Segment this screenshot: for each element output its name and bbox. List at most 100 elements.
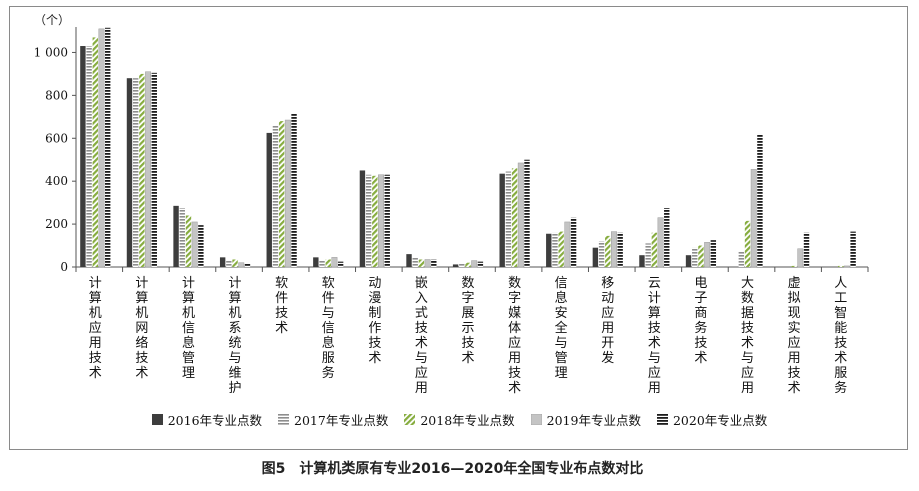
bar-hlines bbox=[319, 260, 325, 267]
x-tick-char: 展 bbox=[461, 306, 474, 321]
x-tick-char: 术 bbox=[135, 366, 148, 381]
x-tick-char: 系 bbox=[229, 321, 242, 336]
x-tick-char: 技 bbox=[788, 366, 801, 381]
bar-hlines bbox=[179, 208, 185, 267]
bar-dashes bbox=[664, 208, 670, 267]
x-tick-char: 据 bbox=[741, 306, 754, 321]
legend-swatch bbox=[530, 414, 542, 425]
x-tick-char: 与 bbox=[648, 351, 661, 366]
bar-light bbox=[611, 231, 617, 268]
x-tick-char: 拟 bbox=[788, 291, 801, 306]
legend-item: 2020年专业点数 bbox=[656, 410, 767, 429]
bar-diag bbox=[185, 215, 192, 267]
bar-dashes bbox=[757, 133, 763, 267]
x-tick-char: 务 bbox=[322, 365, 335, 381]
x-tick-char: 信 bbox=[555, 276, 568, 291]
x-tick-char: 务 bbox=[694, 320, 707, 336]
bar-diag bbox=[465, 262, 471, 267]
x-tick-char: 机 bbox=[182, 306, 195, 321]
x-tick-char: 动 bbox=[368, 276, 381, 291]
x-tick-char: 用 bbox=[508, 351, 521, 366]
bar-light bbox=[517, 162, 524, 268]
x-tick-char: 技 bbox=[648, 321, 661, 336]
bar-diag bbox=[418, 259, 425, 267]
x-tick-char: 术 bbox=[834, 351, 847, 366]
bar-dashes bbox=[337, 261, 344, 267]
x-tick-char: 发 bbox=[601, 350, 614, 366]
x-tick-char: 移 bbox=[601, 276, 614, 291]
x-tick-char: 实 bbox=[788, 321, 801, 336]
x-tick-char: 算 bbox=[89, 291, 102, 306]
bar-dashes bbox=[384, 174, 390, 267]
x-tick-char: 与 bbox=[555, 336, 568, 351]
x-tick-char: 件 bbox=[275, 291, 288, 306]
x-tick-char: 大 bbox=[741, 276, 754, 291]
x-tick-char: 术 bbox=[508, 381, 521, 396]
bar-light bbox=[704, 242, 711, 268]
x-tick-char: 工 bbox=[834, 291, 847, 306]
x-tick-char: 技 bbox=[741, 321, 754, 336]
x-tick-char: 智 bbox=[834, 306, 847, 321]
x-tick-char: 与 bbox=[229, 351, 242, 366]
bar-hlines bbox=[412, 257, 418, 267]
x-tick-char: 应 bbox=[648, 365, 661, 381]
x-tick-char: 算 bbox=[648, 306, 661, 321]
x-tick-char: 与 bbox=[322, 306, 335, 321]
bar-solid bbox=[592, 247, 599, 267]
x-tick-char: 字 bbox=[461, 291, 474, 306]
legend-item: 2018年专业点数 bbox=[404, 410, 515, 429]
x-tick-char: 软 bbox=[275, 276, 288, 291]
bar-diag bbox=[511, 168, 518, 267]
bar-dashes bbox=[524, 159, 530, 267]
bar-hlines bbox=[272, 125, 279, 268]
x-tick-char: 用 bbox=[415, 381, 428, 396]
x-tick-char: 应 bbox=[415, 365, 428, 381]
x-tick-char: 理 bbox=[182, 366, 195, 381]
x-tick-char: 术 bbox=[275, 321, 288, 336]
bar-hlines bbox=[132, 78, 139, 267]
x-tick-char: 商 bbox=[694, 306, 707, 321]
x-tick-char: 示 bbox=[461, 321, 474, 336]
legend: 2016年专业点数 2017年专业点数 bbox=[0, 410, 919, 429]
bar-diag bbox=[558, 231, 564, 267]
bar-diag bbox=[139, 73, 145, 267]
legend-label: 2019年专业点数 bbox=[546, 413, 641, 428]
x-tick-char: 数 bbox=[741, 291, 754, 306]
bar-hlines bbox=[645, 243, 651, 267]
x-tick-char: 数 bbox=[508, 276, 521, 291]
bar-dashes bbox=[803, 232, 810, 267]
x-tick-char: 安 bbox=[555, 306, 568, 321]
x-tick-char: 息 bbox=[182, 335, 195, 351]
bar-diag bbox=[325, 259, 331, 267]
bar-light bbox=[750, 169, 757, 268]
bar-dashes bbox=[617, 232, 623, 267]
bar-solid bbox=[499, 173, 505, 267]
legend-swatch bbox=[151, 414, 163, 425]
bar-light bbox=[238, 262, 245, 268]
x-tick-char: 能 bbox=[834, 321, 847, 336]
x-tick-char: 术 bbox=[415, 336, 428, 351]
x-tick-char: 机 bbox=[135, 306, 148, 321]
x-tick-char: 式 bbox=[415, 306, 428, 321]
y-tick-label: 800 bbox=[45, 88, 68, 102]
bar-dashes bbox=[850, 231, 856, 267]
x-tick-char: 与 bbox=[741, 351, 754, 366]
x-tick-char: 技 bbox=[275, 306, 288, 321]
x-tick-char: 术 bbox=[368, 351, 381, 366]
x-tick-char: 息 bbox=[555, 290, 568, 306]
bar-dashes bbox=[104, 27, 111, 268]
legend-item: 2017年专业点数 bbox=[278, 410, 388, 429]
bar-hlines bbox=[552, 232, 558, 267]
x-tick-char: 虚 bbox=[788, 276, 801, 291]
bar-diag bbox=[838, 265, 844, 267]
x-tick-char: 用 bbox=[788, 351, 801, 366]
x-tick-char: 应 bbox=[508, 335, 521, 351]
x-tick-char: 术 bbox=[741, 336, 754, 351]
x-tick-char: 络 bbox=[135, 335, 148, 351]
bar-dashes bbox=[431, 259, 437, 267]
